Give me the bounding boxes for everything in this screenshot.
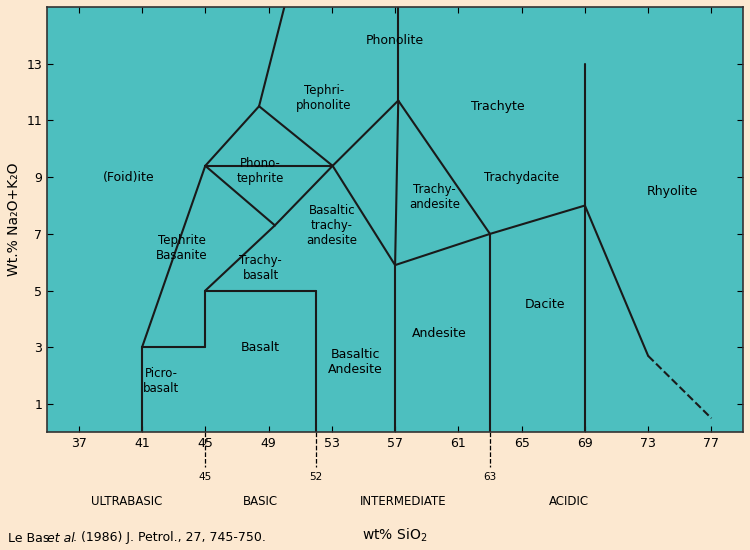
- Text: Trachydacite: Trachydacite: [484, 170, 560, 184]
- Text: Picro-
basalt: Picro- basalt: [142, 367, 179, 395]
- Text: 52: 52: [309, 472, 322, 482]
- Text: Trachyte: Trachyte: [471, 100, 525, 113]
- Text: Tephri-
phonolite: Tephri- phonolite: [296, 84, 352, 112]
- Text: Phonolite: Phonolite: [366, 35, 424, 47]
- Text: ULTRABASIC: ULTRABASIC: [91, 495, 162, 508]
- Text: (Foid)ite: (Foid)ite: [103, 170, 154, 184]
- Y-axis label: Wt.% Na₂O+K₂O: Wt.% Na₂O+K₂O: [7, 163, 21, 277]
- Text: 63: 63: [483, 472, 496, 482]
- Text: Dacite: Dacite: [525, 298, 566, 311]
- Text: INTERMEDIATE: INTERMEDIATE: [360, 495, 446, 508]
- Text: 45: 45: [199, 472, 212, 482]
- Text: . (1986) J. Petrol., 27, 745-750.: . (1986) J. Petrol., 27, 745-750.: [73, 531, 266, 544]
- Text: Le Bas: Le Bas: [8, 531, 52, 544]
- Text: Basaltic
trachy-
andesite: Basaltic trachy- andesite: [306, 204, 357, 247]
- Text: Rhyolite: Rhyolite: [646, 185, 698, 198]
- Text: Trachy-
andesite: Trachy- andesite: [410, 183, 460, 211]
- Text: BASIC: BASIC: [243, 495, 278, 508]
- Text: Phono-
tephrite: Phono- tephrite: [237, 157, 284, 185]
- Text: ACIDIC: ACIDIC: [549, 495, 590, 508]
- Text: Basalt: Basalt: [242, 341, 280, 354]
- Text: Tephrite
Basanite: Tephrite Basanite: [156, 234, 207, 262]
- Text: Andesite: Andesite: [412, 327, 466, 340]
- Text: Trachy-
basalt: Trachy- basalt: [239, 254, 282, 282]
- Text: wt% SiO$_2$: wt% SiO$_2$: [362, 526, 428, 543]
- Text: et al: et al: [47, 531, 75, 544]
- Text: Basaltic
Andesite: Basaltic Andesite: [328, 348, 383, 376]
